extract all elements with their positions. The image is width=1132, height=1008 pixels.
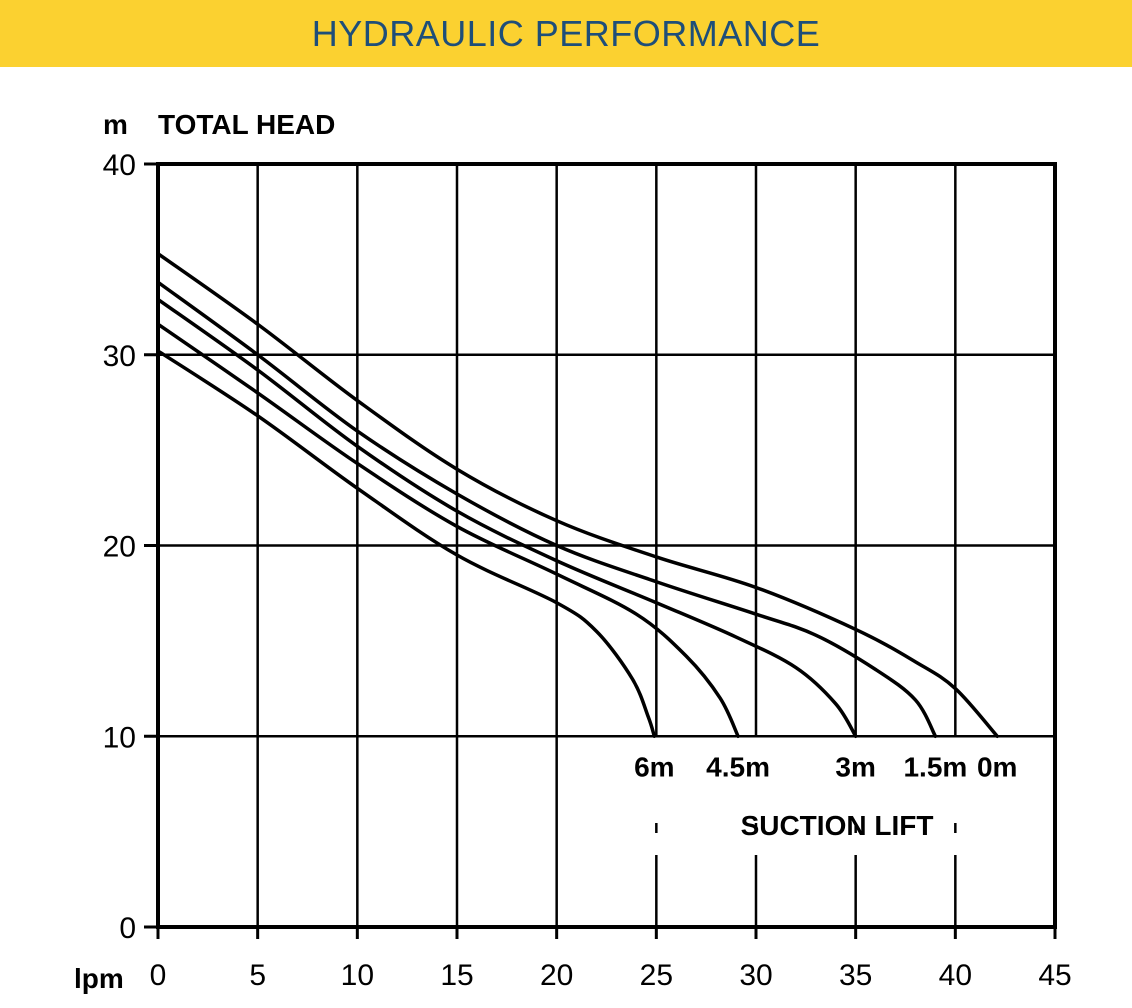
series-line-0m	[156, 251, 999, 738]
x-tick-label: 30	[739, 959, 772, 992]
series-label: 0m	[977, 751, 1017, 782]
y-tick-label: 20	[103, 531, 136, 564]
x-axis-label: lpm	[74, 963, 124, 994]
series-label: 1.5m	[903, 751, 967, 782]
title-banner: HYDRAULIC PERFORMANCE	[0, 0, 1132, 67]
y-unit-label: m	[103, 109, 128, 140]
x-tick-label: 40	[939, 959, 972, 992]
y-tick-label: 40	[103, 149, 136, 182]
series-line-6m	[156, 349, 657, 738]
series-line-3m	[156, 297, 858, 738]
y-tick-label: 0	[119, 912, 136, 945]
series-label: 6m	[634, 751, 674, 782]
x-tick-label: 15	[440, 959, 473, 992]
series-label: 3m	[835, 751, 875, 782]
x-tick-label: 45	[1038, 959, 1071, 992]
series-line-1-5m	[156, 280, 938, 738]
x-tick-label: 0	[150, 959, 167, 992]
x-tick-label: 25	[640, 959, 673, 992]
series-label: 4.5m	[706, 751, 770, 782]
x-tick-label: 10	[341, 959, 374, 992]
suction-lift-label: SUCTION LIFT	[741, 810, 934, 841]
x-tick-label: 5	[249, 959, 266, 992]
y-tick-label: 30	[103, 340, 136, 373]
y-axis-label: TOTAL HEAD	[158, 109, 335, 140]
y-tick-label: 10	[103, 721, 136, 754]
chart-title: HYDRAULIC PERFORMANCE	[311, 12, 821, 54]
performance-chart: 0m 1.5m 3m 4.5m 6m 0 5 10 15 20 25 30 35 40 45 0 10 20 30…	[74, 109, 1072, 994]
series-line-4-5m	[156, 322, 740, 738]
x-tick-label: 20	[540, 959, 573, 992]
x-tick-label: 35	[839, 959, 872, 992]
